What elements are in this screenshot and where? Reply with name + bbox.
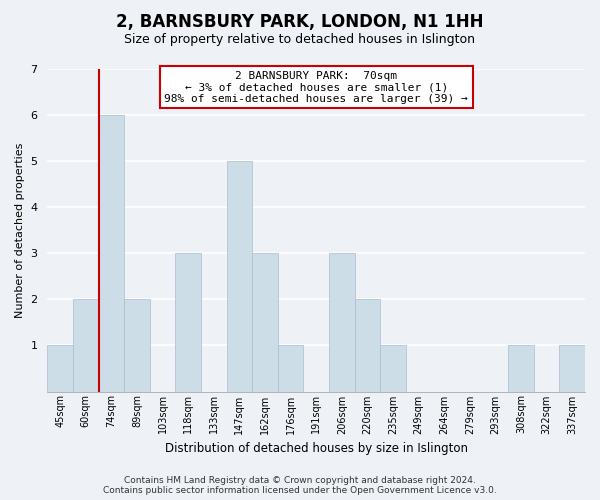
- Text: 2 BARNSBURY PARK:  70sqm
← 3% of detached houses are smaller (1)
98% of semi-det: 2 BARNSBURY PARK: 70sqm ← 3% of detached…: [164, 70, 468, 104]
- Bar: [47, 346, 73, 392]
- Bar: [329, 254, 355, 392]
- Text: 2, BARNSBURY PARK, LONDON, N1 1HH: 2, BARNSBURY PARK, LONDON, N1 1HH: [116, 12, 484, 30]
- Bar: [227, 161, 252, 392]
- Bar: [355, 300, 380, 392]
- Bar: [559, 346, 585, 392]
- Bar: [380, 346, 406, 392]
- Bar: [124, 300, 150, 392]
- Text: Contains HM Land Registry data © Crown copyright and database right 2024.
Contai: Contains HM Land Registry data © Crown c…: [103, 476, 497, 495]
- Bar: [175, 254, 201, 392]
- Bar: [278, 346, 304, 392]
- Bar: [252, 254, 278, 392]
- Text: Size of property relative to detached houses in Islington: Size of property relative to detached ho…: [125, 32, 476, 46]
- Bar: [508, 346, 534, 392]
- Y-axis label: Number of detached properties: Number of detached properties: [15, 142, 25, 318]
- Bar: [98, 115, 124, 392]
- Bar: [73, 300, 98, 392]
- X-axis label: Distribution of detached houses by size in Islington: Distribution of detached houses by size …: [165, 442, 468, 455]
